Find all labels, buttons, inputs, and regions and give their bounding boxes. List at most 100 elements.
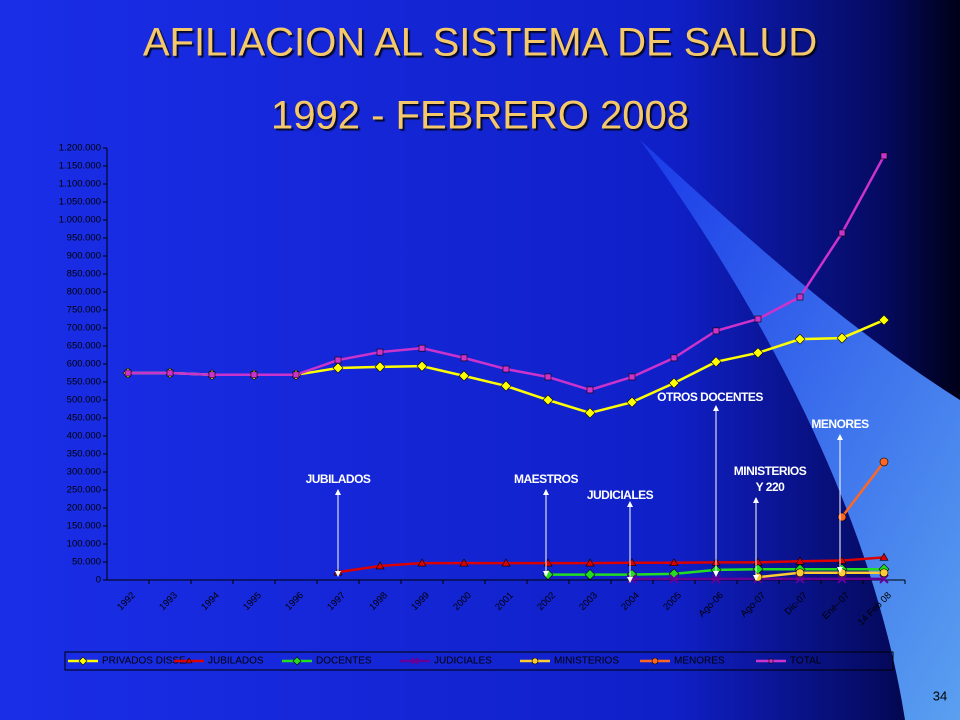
data-point xyxy=(796,293,804,301)
data-point xyxy=(208,371,216,379)
data-point xyxy=(712,327,720,335)
data-point xyxy=(334,356,342,364)
data-point xyxy=(376,348,384,356)
data-point xyxy=(794,333,806,345)
y-tick-label: 700.000 xyxy=(67,323,101,334)
y-tick-label: 900.000 xyxy=(67,251,101,262)
annotation: MENORES xyxy=(811,417,869,431)
y-tick-label: 0 xyxy=(96,575,101,586)
data-point xyxy=(837,574,847,584)
data-point xyxy=(332,362,344,374)
series-line xyxy=(757,571,884,579)
y-tick-label: 150.000 xyxy=(67,521,101,532)
data-point xyxy=(458,370,470,382)
data-point xyxy=(669,558,679,567)
data-point xyxy=(500,380,512,392)
data-point xyxy=(753,572,763,582)
data-point xyxy=(416,360,428,372)
data-point xyxy=(710,356,722,368)
y-tick-label: 1.050.000 xyxy=(59,197,101,208)
data-point xyxy=(836,332,848,344)
data-point xyxy=(668,377,680,389)
chart-title: AFILIACION AL SISTEMA DE SALUD xyxy=(143,21,817,65)
data-point xyxy=(460,354,468,362)
data-point xyxy=(542,394,554,406)
y-tick-label: 1.200.000 xyxy=(59,143,101,154)
data-point xyxy=(375,561,385,570)
data-point xyxy=(879,574,889,584)
y-tick-label: 50.000 xyxy=(72,557,101,568)
y-tick-label: 550.000 xyxy=(67,377,101,388)
data-point xyxy=(544,373,552,381)
data-point xyxy=(501,558,511,567)
legend-label: TOTAL xyxy=(790,656,822,667)
legend-label: JUDICIALES xyxy=(434,656,492,667)
legend-marker xyxy=(78,656,88,666)
data-point xyxy=(250,371,258,379)
y-tick-label: 1.000.000 xyxy=(59,215,101,226)
y-tick-label: 450.000 xyxy=(67,413,101,424)
y-tick-label: 400.000 xyxy=(67,431,101,442)
y-tick-label: 200.000 xyxy=(67,503,101,514)
legend-marker xyxy=(185,657,193,664)
y-tick-label: 500.000 xyxy=(67,395,101,406)
data-point xyxy=(584,569,596,581)
y-tick-label: 600.000 xyxy=(67,359,101,370)
legend-marker xyxy=(292,656,302,666)
series-line xyxy=(337,556,885,574)
data-point xyxy=(837,568,847,578)
y-tick-label: 950.000 xyxy=(67,233,101,244)
y-tick-label: 650.000 xyxy=(67,341,101,352)
data-point xyxy=(459,558,469,567)
y-tick-label: 800.000 xyxy=(67,287,101,298)
data-point xyxy=(586,386,594,394)
annotation: OTROS DOCENTES xyxy=(657,390,763,404)
legend-marker xyxy=(651,657,659,665)
annotation: MAESTROS xyxy=(514,472,579,486)
data-point xyxy=(838,229,846,237)
data-point xyxy=(292,371,300,379)
data-point xyxy=(669,574,679,584)
legend-marker xyxy=(411,657,419,665)
data-point xyxy=(584,407,596,419)
data-point xyxy=(879,568,889,578)
data-point xyxy=(166,369,174,377)
data-point xyxy=(879,552,889,561)
y-tick-label: 750.000 xyxy=(67,305,101,316)
y-tick-label: 1.150.000 xyxy=(59,161,101,172)
data-point xyxy=(879,457,889,467)
data-point xyxy=(754,315,762,323)
chart-subtitle: 1992 - FEBRERO 2008 xyxy=(271,94,689,138)
legend-box xyxy=(64,651,894,671)
legend-label: DOCENTES xyxy=(316,656,372,667)
data-point xyxy=(124,369,132,377)
y-tick-label: 100.000 xyxy=(67,539,101,550)
data-point xyxy=(670,354,678,362)
legend-marker xyxy=(768,658,774,664)
data-point xyxy=(417,558,427,567)
data-point xyxy=(585,558,595,567)
y-tick-label: 850.000 xyxy=(67,269,101,280)
data-point xyxy=(795,568,805,578)
legend-marker xyxy=(531,657,539,665)
data-point xyxy=(795,574,805,584)
annotation: MINISTERIOS xyxy=(734,464,807,478)
legend-label: PRIVADOS DISSE xyxy=(102,656,186,667)
data-point xyxy=(502,365,510,373)
data-point xyxy=(878,314,890,326)
annotation: JUDICIALES xyxy=(587,488,654,502)
y-tick-label: 300.000 xyxy=(67,467,101,478)
data-point xyxy=(418,344,426,352)
series-line xyxy=(841,461,885,518)
page-number: 34 xyxy=(933,688,947,703)
legend-label: JUBILADOS xyxy=(208,656,264,667)
y-tick-label: 350.000 xyxy=(67,449,101,460)
annotation: Y 220 xyxy=(756,480,785,494)
data-point xyxy=(752,347,764,359)
data-point xyxy=(880,152,888,160)
legend-label: MENORES xyxy=(674,656,725,667)
data-point xyxy=(837,512,847,522)
annotation: JUBILADOS xyxy=(306,472,371,486)
data-point xyxy=(628,373,636,381)
